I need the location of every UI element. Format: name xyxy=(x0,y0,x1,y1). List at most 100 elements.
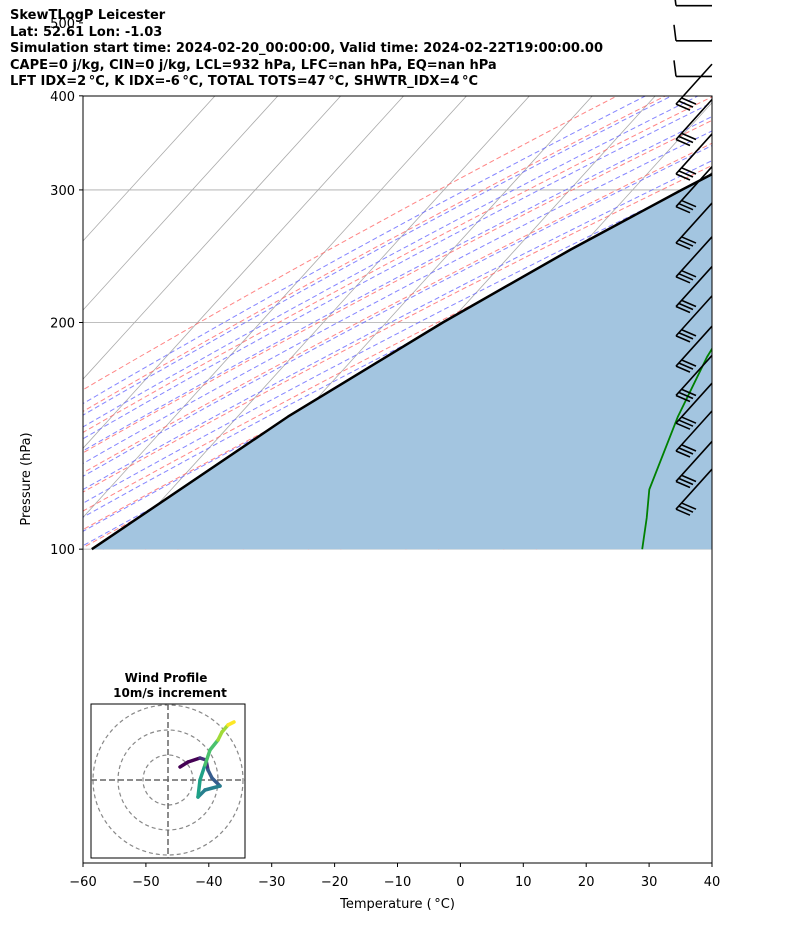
wind-barb-flag xyxy=(681,329,697,337)
wind-barb-flag xyxy=(678,419,694,427)
isotherm-line xyxy=(83,96,342,380)
moist-adiabat xyxy=(83,145,712,477)
wind-barb-flag xyxy=(675,422,691,430)
wind-barb xyxy=(673,24,712,42)
wind-barb xyxy=(675,382,713,430)
moist-adiabat xyxy=(83,175,712,504)
x-tick-label: 30 xyxy=(641,875,658,890)
wind-barb-flag xyxy=(675,480,691,489)
chart-title: SkewTLogP Leicester xyxy=(10,8,166,23)
wind-barb-flag xyxy=(678,477,694,486)
moist-adiabat xyxy=(83,96,673,416)
wind-barbs xyxy=(673,0,713,516)
wind-barb-flag xyxy=(675,103,691,111)
wind-barb xyxy=(675,468,713,516)
location-coordinates: Lat: 52.61 Lon: -1.03 xyxy=(10,24,163,40)
wind-barb-staff xyxy=(675,468,713,510)
wind-barb-flag xyxy=(675,205,691,214)
y-tick-label: 300 xyxy=(50,184,75,199)
moist-adiabat xyxy=(83,130,712,465)
wind-barb-flag xyxy=(681,444,697,452)
wind-barb-flag xyxy=(675,508,691,516)
wind-barb-staff xyxy=(675,202,713,244)
wind-barb-staff xyxy=(675,354,713,397)
wind-barb-staff xyxy=(675,63,713,105)
wind-barb-flag xyxy=(678,447,694,455)
wind-barb-flag xyxy=(681,199,697,208)
wind-barb-flag xyxy=(681,97,697,105)
x-tick-label: 20 xyxy=(578,875,595,890)
wind-barb xyxy=(675,440,713,489)
wind-barb xyxy=(675,133,713,181)
x-tick-label: −50 xyxy=(132,875,159,890)
wind-barb-staff xyxy=(675,440,713,483)
wind-barb-flag xyxy=(681,502,697,510)
wind-barb-flag xyxy=(678,302,694,311)
wind-barb xyxy=(675,295,713,343)
y-axis-label: Pressure (hPa) xyxy=(19,432,34,525)
isotherm-line xyxy=(83,96,279,311)
inset-subtitle: 10m/s increment xyxy=(113,686,227,700)
wind-barb-flag xyxy=(681,474,697,483)
wind-barb-flag xyxy=(674,0,677,6)
x-tick-label: −60 xyxy=(69,875,96,890)
wind-barb xyxy=(673,60,712,78)
profile-lines xyxy=(91,172,712,551)
x-tick-label: −40 xyxy=(195,875,222,890)
wind-barb-flag xyxy=(673,60,677,77)
wind-barb xyxy=(675,202,713,250)
wind-barb-flag xyxy=(675,305,691,314)
cin-shading xyxy=(91,174,712,550)
wind-barb-flag xyxy=(678,239,694,247)
hodograph-segment xyxy=(198,763,207,782)
x-tick-label: −10 xyxy=(384,875,411,890)
wind-barb-flag xyxy=(681,167,697,175)
wind-barb-staff xyxy=(675,325,713,367)
wind-barb-flag xyxy=(678,135,694,144)
wind-barb-flag xyxy=(681,132,697,141)
wind-barb xyxy=(675,266,713,314)
wind-barb-flag xyxy=(675,173,691,181)
hodograph-segment xyxy=(203,784,222,792)
isotherm-line xyxy=(746,0,794,549)
wind-barb-flag xyxy=(681,416,697,424)
wind-barb-staff xyxy=(675,98,713,141)
isotherm-line xyxy=(83,96,405,449)
wind-barb-staff xyxy=(675,410,713,452)
isotherm-line xyxy=(83,96,216,242)
wind-barb-flag xyxy=(675,394,691,403)
x-tick-label: 10 xyxy=(515,875,532,890)
wind-profile-inset: Wind Profile 10m/s increment xyxy=(90,671,246,859)
wind-barb xyxy=(675,166,713,214)
hodograph-segment xyxy=(186,756,202,764)
dry-adiabat xyxy=(83,164,712,493)
y-tick-label: 200 xyxy=(50,317,75,332)
dry-adiabat xyxy=(83,142,712,474)
isotherm-line xyxy=(116,96,530,550)
wind-barb-flag xyxy=(675,365,691,373)
wind-barb-flag xyxy=(681,236,697,244)
hodograph-segment xyxy=(226,720,236,727)
wind-barb xyxy=(675,410,713,458)
wind-barb-flag xyxy=(678,505,694,513)
stability-indices: LFT IDX=2 °C, K IDX=-6 °C, TOTAL TOTS=47… xyxy=(10,74,478,89)
wind-barb-flag xyxy=(681,299,697,308)
moist-adiabat xyxy=(83,116,712,452)
wind-barb-flag xyxy=(678,332,694,340)
wind-barb-flag xyxy=(678,170,694,178)
x-tick-label: −30 xyxy=(258,875,285,890)
wind-barb-flag xyxy=(681,388,697,397)
wind-barb xyxy=(675,325,713,373)
wind-barb-flag xyxy=(675,242,691,250)
inset-title: Wind Profile xyxy=(125,671,208,685)
x-tick-label: 40 xyxy=(704,875,721,890)
x-tick-label: −20 xyxy=(321,875,348,890)
axis-ticks: −60 −50 −40 −30 −20 −10 0 10 20 30 40 100 200 300 400 5… xyxy=(50,17,721,890)
wind-barb-staff xyxy=(675,295,713,337)
wind-barb xyxy=(675,63,713,111)
simulation-times: Simulation start time: 2024-02-20_00:00:… xyxy=(10,41,603,56)
wind-barb xyxy=(675,354,713,403)
y-tick-label: 500 xyxy=(50,17,75,32)
hodograph-segment xyxy=(196,778,202,799)
wind-barb-flag xyxy=(675,450,691,458)
